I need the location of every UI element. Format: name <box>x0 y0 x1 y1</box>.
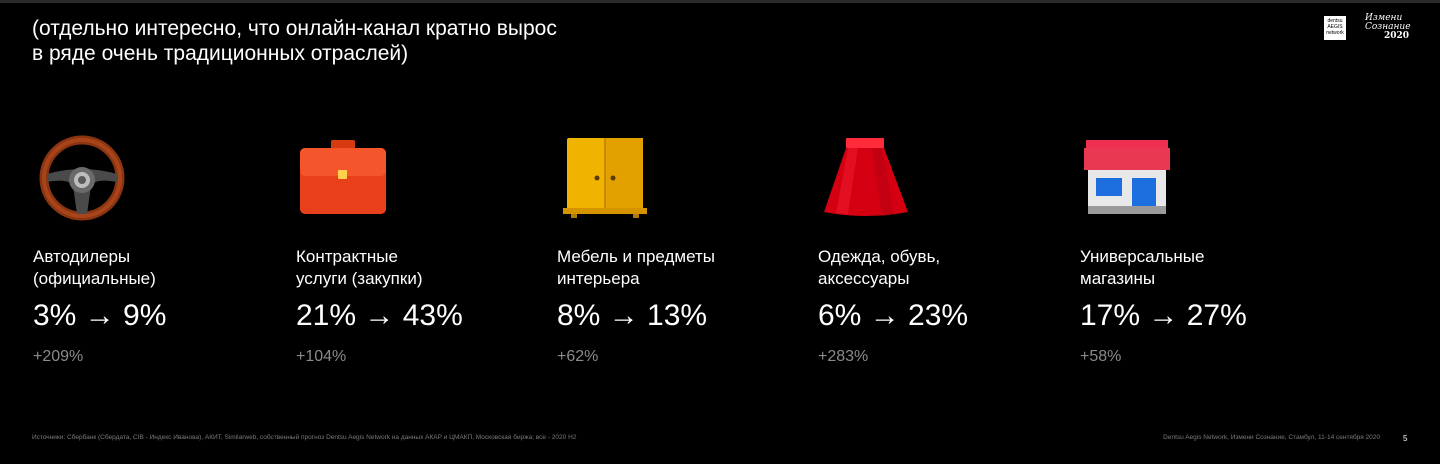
category-label: Автодилеры (официальные) <box>33 247 156 288</box>
footer-event: Dentsu Aegis Network, Измени Сознание, С… <box>1163 434 1380 441</box>
category-label: Контрактные услуги (закупки) <box>296 247 423 288</box>
izmeni-soznanie-logo: Измени Сознание 2020 <box>1365 13 1411 41</box>
share-change: 21% → 43% <box>296 299 463 332</box>
growth-percent: +209% <box>33 348 84 365</box>
store-icon <box>1084 140 1170 214</box>
category-label: Мебель и предметы интерьера <box>557 247 716 288</box>
growth-percent: +104% <box>296 348 347 365</box>
category-label: Универсальные магазины <box>1080 247 1205 288</box>
top-border <box>0 0 1440 3</box>
share-change: 3% → 9% <box>33 299 167 332</box>
wardrobe-icon <box>563 138 647 218</box>
share-change: 17% → 27% <box>1080 299 1247 332</box>
title-line-1: (отдельно интересно, что онлайн-канал кр… <box>32 17 557 40</box>
dentsu-aegis-logo: dentsu AEGIS network <box>1324 16 1346 40</box>
growth-percent: +62% <box>557 348 599 365</box>
category-label: Одежда, обувь, аксессуары <box>818 247 941 288</box>
share-change: 6% → 23% <box>818 299 969 332</box>
slide-title: (отдельно интересно, что онлайн-канал кр… <box>32 16 732 66</box>
share-change: 8% → 13% <box>557 299 708 332</box>
footer-sources: Источники: Сбербанк (Сбердата, CIB - Инд… <box>32 434 577 441</box>
growth-percent: +283% <box>818 348 869 365</box>
page-number: 5 <box>1403 434 1408 443</box>
title-line-2: в ряде очень традиционных отраслей) <box>32 42 409 65</box>
skirt-icon <box>824 138 908 216</box>
growth-percent: +58% <box>1080 348 1122 365</box>
steering-wheel-icon <box>39 135 125 221</box>
briefcase-icon <box>300 140 386 214</box>
